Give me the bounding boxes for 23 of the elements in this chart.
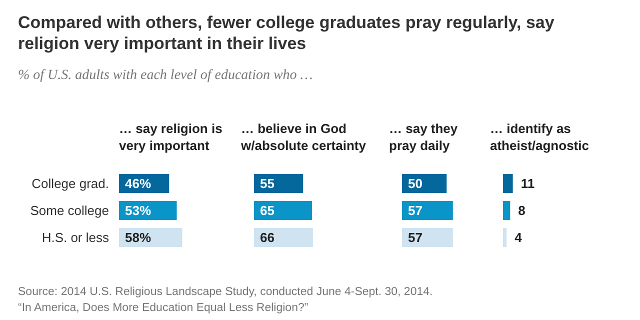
y-tick-label: College grad. — [32, 176, 109, 191]
data-label: 50 — [408, 176, 422, 191]
text: Compared with others, fewer college graduates pray regularly, say religion very important in their lives — [18, 12, 556, 54]
x-axis-title: … identify as atheist/agnostic — [490, 120, 590, 154]
data-label: 53% — [125, 203, 152, 218]
data-label: 58% — [125, 230, 152, 245]
x-axis-title: … say religion is very important — [119, 121, 222, 153]
data-label: 11 — [520, 176, 535, 191]
data-label: 4 — [514, 230, 523, 245]
data-label: 65 — [260, 203, 274, 218]
y-tick-label: H.S. or less — [42, 230, 110, 245]
x-axis-title: … say they pray daily — [389, 120, 459, 154]
data-label: 66 — [260, 230, 274, 245]
x-axis-title: … believe in God w/absolute certainty — [241, 121, 366, 153]
data-label: 8 — [518, 203, 526, 218]
data-label: 55 — [260, 176, 274, 191]
data-label: 57 — [408, 203, 422, 218]
data-label: 57 — [408, 230, 422, 245]
chart-subtitle: % of U.S. adults with each level of education who … — [18, 68, 313, 84]
data-label: 46% — [125, 176, 152, 191]
text: “In America, Does More Education Equal Less Religion?” — [18, 302, 308, 314]
source-note: Source: 2014 U.S. Religious Landscape Study, conducted June 4-Sept. 30, 2014. — [18, 286, 433, 298]
y-tick-label: Some college — [30, 203, 109, 218]
